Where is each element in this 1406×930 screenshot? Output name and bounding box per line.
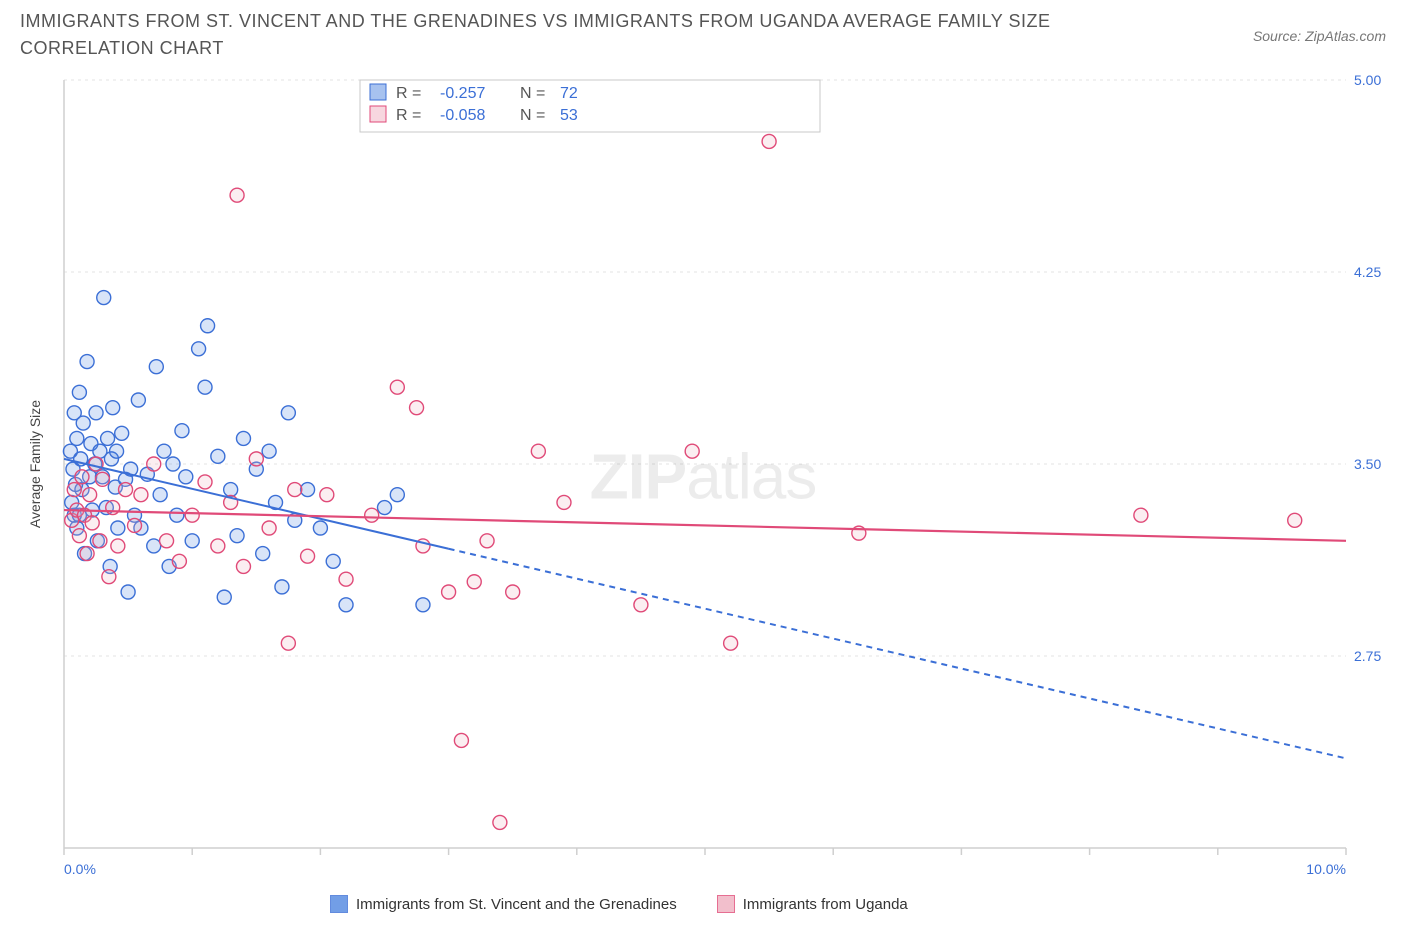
svg-text:R =: R =: [396, 85, 421, 102]
svg-text:-0.058: -0.058: [440, 107, 485, 124]
svg-text:5.00: 5.00: [1354, 72, 1381, 88]
legend-item-svg: Immigrants from St. Vincent and the Gren…: [330, 895, 677, 913]
svg-text:4.25: 4.25: [1354, 264, 1381, 280]
svg-text:72: 72: [560, 85, 578, 102]
legend-label-svg: Immigrants from St. Vincent and the Gren…: [356, 896, 677, 913]
chart-title: IMMIGRANTS FROM ST. VINCENT AND THE GREN…: [20, 8, 1120, 62]
svg-text:2.75: 2.75: [1354, 648, 1381, 664]
legend-swatch-uganda: [717, 895, 735, 913]
svg-text:0.0%: 0.0%: [64, 861, 96, 877]
svg-text:R =: R =: [396, 107, 421, 124]
svg-text:-0.257: -0.257: [440, 85, 485, 102]
svg-text:10.0%: 10.0%: [1306, 861, 1346, 877]
svg-text:3.50: 3.50: [1354, 456, 1381, 472]
chart-area: ZIPatlas 0.0%10.0%2.753.504.255.00Averag…: [20, 68, 1386, 893]
scatter-chart-svg: 0.0% 10.0% 2.75 3.50 4.25 5.00 Average Family …: [20, 68, 1386, 888]
legend-item-uganda: Immigrants from Uganda: [717, 895, 908, 913]
source-label: Source: ZipAtlas.com: [1253, 8, 1386, 44]
svg-text:N =: N =: [520, 107, 545, 124]
legend-swatch-svg: [330, 895, 348, 913]
legend-bottom: Immigrants from St. Vincent and the Gren…: [330, 895, 908, 913]
svg-text:53: 53: [560, 107, 578, 124]
svg-text:N =: N =: [520, 85, 545, 102]
legend-label-uganda: Immigrants from Uganda: [743, 896, 908, 913]
svg-text:Average Family Size: Average Family Size: [27, 400, 43, 528]
